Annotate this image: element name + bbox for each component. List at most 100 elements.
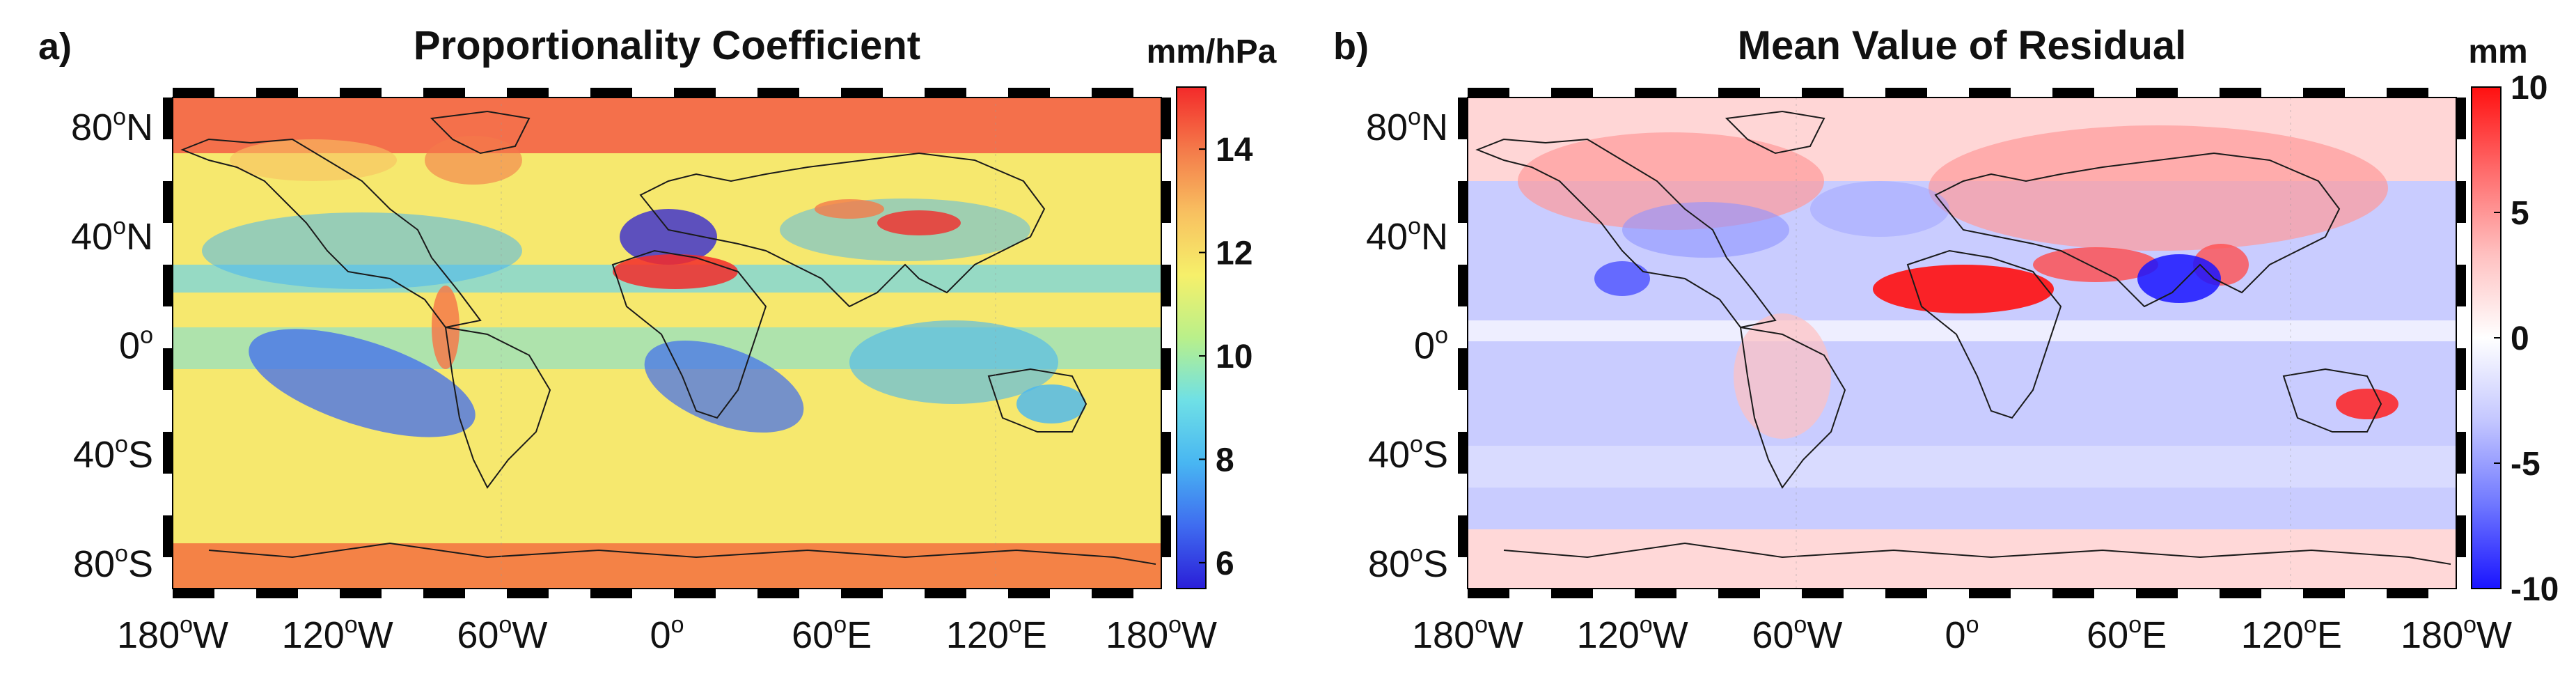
panel-a-frame (163, 88, 1171, 598)
frame-segment (757, 88, 799, 98)
frame-segment (1161, 181, 1171, 223)
panel-a-longitude-labels: 180oW 120oW 60oW 0o 60oE 120oE 180oW (117, 612, 1217, 656)
panel-a-colorbar-ticks: 14 12 10 8 6 (1199, 132, 1253, 582)
frame-segment (1551, 589, 1593, 598)
frame-segment (2220, 589, 2261, 598)
frame-segment (163, 98, 173, 139)
colorbar-tick-label: 10 (2511, 70, 2547, 107)
frame-segment (163, 265, 173, 306)
frame-segment (841, 589, 883, 598)
frame-segment (256, 88, 298, 98)
frame-segment (2456, 265, 2466, 306)
panel-b-colorbar-units: mm (2468, 33, 2527, 70)
latitude-label: 40oS (73, 431, 153, 476)
frame-segment (2052, 589, 2094, 598)
colorbar-tick-label: 10 (1216, 338, 1252, 375)
frame-segment (1092, 88, 1133, 98)
frame-segment (173, 589, 214, 598)
frame-segment (1551, 88, 1593, 98)
frame-segment (1802, 589, 1844, 598)
longitude-label: 180oW (117, 612, 228, 656)
panel-a-letter: a) (38, 26, 72, 68)
frame-segment (173, 88, 214, 98)
colorbar-tick-label: 14 (1216, 132, 1253, 169)
panel-b-colorbar-ticks: 10 5 0 -5 -10 (2494, 70, 2559, 608)
frame-segment (1802, 88, 1844, 98)
longitude-label: 180oW (2401, 612, 2512, 656)
panel-a-frame-border (172, 97, 1162, 589)
panel-a-map (173, 98, 1161, 589)
frame-segment (1458, 348, 1468, 390)
frame-segment (1161, 265, 1171, 306)
panel-b-title: Mean Value of Residual (1738, 23, 2187, 68)
latitude-label: 0o (119, 322, 153, 367)
frame-segment (2456, 515, 2466, 557)
latitude-label: 80oS (73, 540, 153, 585)
frame-segment (1458, 432, 1468, 474)
frame-segment (1458, 98, 1468, 139)
frame-segment (2052, 88, 2094, 98)
frame-segment (841, 88, 883, 98)
panel-b-coastlines (1475, 110, 2451, 565)
panel-a-latitude-labels: 80oN 40oN 0o 40oS 80oS (71, 104, 153, 585)
panel-b-latitude-labels: 80oN 40oN 0o 40oS 80oS (1366, 104, 1448, 585)
longitude-label: 180oW (1106, 612, 1217, 656)
frame-segment (163, 181, 173, 223)
frame-segment (2387, 88, 2428, 98)
frame-segment (1718, 589, 1760, 598)
panel-a-coastlines (180, 110, 1156, 565)
frame-segment (1969, 88, 2011, 98)
frame-segment (1161, 432, 1171, 474)
frame-segment (507, 589, 549, 598)
colorbar-tick-label: 0 (2511, 320, 2529, 357)
longitude-label: 120oW (1577, 612, 1688, 656)
frame-segment (590, 88, 632, 98)
frame-segment (1718, 88, 1760, 98)
panel-a-colorbar (1176, 86, 1207, 589)
frame-segment (925, 589, 966, 598)
frame-segment (2456, 181, 2466, 223)
longitude-label: 60oE (2087, 612, 2167, 656)
frame-segment (1468, 88, 1509, 98)
longitude-label: 120oE (946, 612, 1047, 656)
frame-segment (1969, 589, 2011, 598)
panel-b-gridlines (1796, 98, 2291, 589)
longitude-label: 60oW (457, 612, 547, 656)
frame-segment (163, 432, 173, 474)
frame-segment (757, 589, 799, 598)
frame-segment (1092, 589, 1133, 598)
frame-segment (2303, 88, 2345, 98)
frame-segment (2303, 589, 2345, 598)
latitude-label: 80oN (1366, 104, 1448, 148)
frame-segment (2136, 589, 2178, 598)
panel-a-colorbar-units: mm/hPa (1147, 33, 1277, 70)
panel-b-frame-border (1467, 97, 2457, 589)
frame-segment (1635, 88, 1676, 98)
frame-segment (1458, 265, 1468, 306)
colorbar-tick-label: 12 (1216, 235, 1252, 272)
panel-a: a) Proportionality Coefficient mm/hPa (38, 23, 1277, 656)
frame-segment (1635, 589, 1676, 598)
frame-segment (163, 515, 173, 557)
frame-segment (1008, 589, 1050, 598)
frame-segment (1008, 88, 1050, 98)
frame-segment (423, 589, 465, 598)
longitude-label: 60oE (792, 612, 872, 656)
longitude-label: 120oE (2241, 612, 2342, 656)
panel-b-colorbar (2471, 86, 2502, 589)
latitude-label: 40oN (1366, 213, 1448, 258)
frame-segment (163, 348, 173, 390)
frame-segment (1885, 589, 1927, 598)
longitude-label: 0o (1945, 612, 1979, 656)
panel-b-map (1468, 98, 2456, 589)
frame-segment (340, 88, 382, 98)
longitude-label: 0o (650, 612, 684, 656)
frame-segment (1885, 88, 1927, 98)
frame-segment (2456, 348, 2466, 390)
frame-segment (674, 589, 716, 598)
panel-a-title: Proportionality Coefficient (414, 23, 920, 68)
latitude-label: 80oS (1368, 540, 1448, 585)
frame-segment (507, 88, 549, 98)
panel-b-frame (1458, 88, 2466, 598)
